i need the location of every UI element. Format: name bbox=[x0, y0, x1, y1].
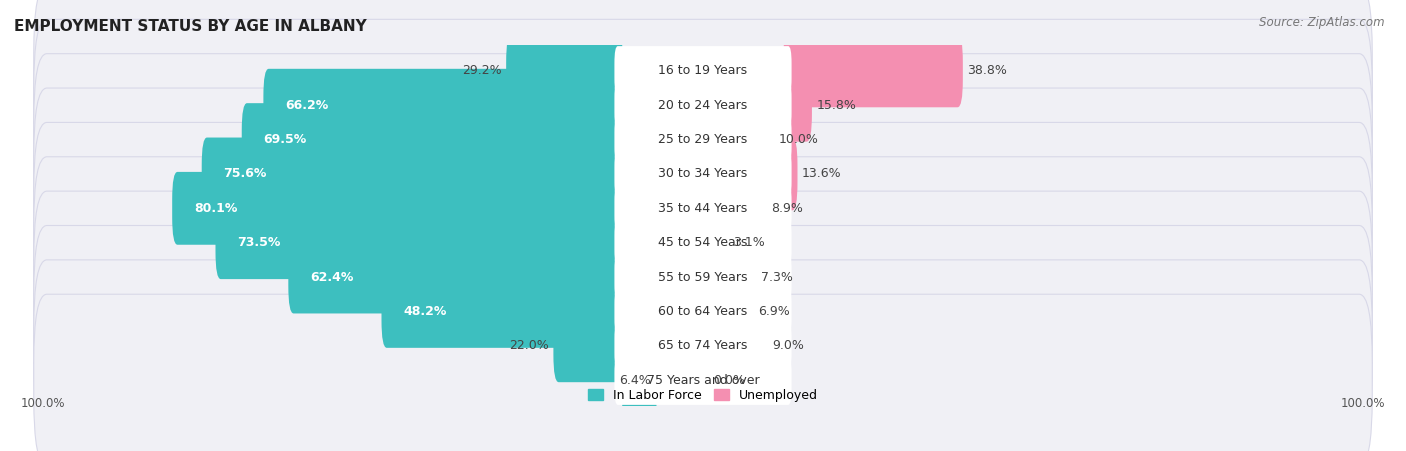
FancyBboxPatch shape bbox=[762, 172, 789, 245]
Text: 48.2%: 48.2% bbox=[404, 305, 447, 318]
FancyBboxPatch shape bbox=[34, 122, 1372, 294]
Text: 22.0%: 22.0% bbox=[509, 339, 548, 352]
Text: 25 to 29 Years: 25 to 29 Years bbox=[658, 133, 748, 146]
FancyBboxPatch shape bbox=[614, 80, 792, 130]
FancyBboxPatch shape bbox=[614, 149, 792, 199]
FancyBboxPatch shape bbox=[34, 157, 1372, 329]
FancyBboxPatch shape bbox=[34, 88, 1372, 260]
Text: 55 to 59 Years: 55 to 59 Years bbox=[658, 271, 748, 284]
Text: 75.6%: 75.6% bbox=[224, 167, 267, 180]
FancyBboxPatch shape bbox=[783, 69, 811, 142]
Text: 60 to 64 Years: 60 to 64 Years bbox=[658, 305, 748, 318]
FancyBboxPatch shape bbox=[242, 103, 623, 176]
Text: 45 to 54 Years: 45 to 54 Years bbox=[658, 236, 748, 249]
FancyBboxPatch shape bbox=[614, 184, 792, 233]
FancyBboxPatch shape bbox=[34, 191, 1372, 363]
FancyBboxPatch shape bbox=[172, 172, 623, 245]
Text: EMPLOYMENT STATUS BY AGE IN ALBANY: EMPLOYMENT STATUS BY AGE IN ALBANY bbox=[14, 19, 367, 34]
Text: 0.0%: 0.0% bbox=[713, 373, 745, 387]
Text: 30 to 34 Years: 30 to 34 Years bbox=[658, 167, 748, 180]
FancyBboxPatch shape bbox=[614, 218, 792, 267]
Text: 38.8%: 38.8% bbox=[967, 64, 1007, 78]
Text: 65 to 74 Years: 65 to 74 Years bbox=[658, 339, 748, 352]
Text: 15.8%: 15.8% bbox=[817, 99, 856, 112]
Legend: In Labor Force, Unemployed: In Labor Force, Unemployed bbox=[583, 384, 823, 407]
FancyBboxPatch shape bbox=[769, 103, 789, 176]
Text: 3.1%: 3.1% bbox=[733, 236, 765, 249]
FancyBboxPatch shape bbox=[263, 69, 623, 142]
Text: 9.0%: 9.0% bbox=[772, 339, 804, 352]
Text: 29.2%: 29.2% bbox=[463, 64, 502, 78]
Text: 16 to 19 Years: 16 to 19 Years bbox=[658, 64, 748, 78]
FancyBboxPatch shape bbox=[34, 54, 1372, 226]
Text: 66.2%: 66.2% bbox=[285, 99, 328, 112]
Text: 6.9%: 6.9% bbox=[758, 305, 790, 318]
FancyBboxPatch shape bbox=[762, 309, 789, 382]
FancyBboxPatch shape bbox=[614, 355, 792, 405]
Text: 75 Years and over: 75 Years and over bbox=[647, 373, 759, 387]
FancyBboxPatch shape bbox=[614, 46, 792, 96]
FancyBboxPatch shape bbox=[614, 287, 792, 336]
Text: 73.5%: 73.5% bbox=[238, 236, 281, 249]
Text: 69.5%: 69.5% bbox=[263, 133, 307, 146]
FancyBboxPatch shape bbox=[723, 206, 789, 279]
FancyBboxPatch shape bbox=[34, 260, 1372, 432]
Text: 62.4%: 62.4% bbox=[309, 271, 353, 284]
Text: 100.0%: 100.0% bbox=[1341, 397, 1385, 410]
FancyBboxPatch shape bbox=[614, 321, 792, 371]
Text: 10.0%: 10.0% bbox=[779, 133, 818, 146]
FancyBboxPatch shape bbox=[751, 241, 789, 313]
FancyBboxPatch shape bbox=[783, 138, 797, 210]
Text: 35 to 44 Years: 35 to 44 Years bbox=[658, 202, 748, 215]
FancyBboxPatch shape bbox=[381, 275, 623, 348]
Text: 6.4%: 6.4% bbox=[620, 373, 651, 387]
FancyBboxPatch shape bbox=[783, 34, 963, 107]
FancyBboxPatch shape bbox=[748, 275, 789, 348]
FancyBboxPatch shape bbox=[614, 115, 792, 164]
FancyBboxPatch shape bbox=[34, 226, 1372, 397]
FancyBboxPatch shape bbox=[506, 34, 623, 107]
FancyBboxPatch shape bbox=[34, 294, 1372, 451]
Text: 100.0%: 100.0% bbox=[21, 397, 65, 410]
FancyBboxPatch shape bbox=[215, 206, 623, 279]
FancyBboxPatch shape bbox=[201, 138, 623, 210]
FancyBboxPatch shape bbox=[554, 309, 623, 382]
FancyBboxPatch shape bbox=[34, 19, 1372, 191]
Text: 20 to 24 Years: 20 to 24 Years bbox=[658, 99, 748, 112]
FancyBboxPatch shape bbox=[614, 252, 792, 302]
Text: 80.1%: 80.1% bbox=[194, 202, 238, 215]
Text: Source: ZipAtlas.com: Source: ZipAtlas.com bbox=[1260, 16, 1385, 29]
FancyBboxPatch shape bbox=[288, 241, 623, 313]
Text: 13.6%: 13.6% bbox=[801, 167, 842, 180]
Text: 8.9%: 8.9% bbox=[772, 202, 803, 215]
FancyBboxPatch shape bbox=[617, 344, 661, 417]
FancyBboxPatch shape bbox=[34, 0, 1372, 157]
Text: 7.3%: 7.3% bbox=[761, 271, 793, 284]
